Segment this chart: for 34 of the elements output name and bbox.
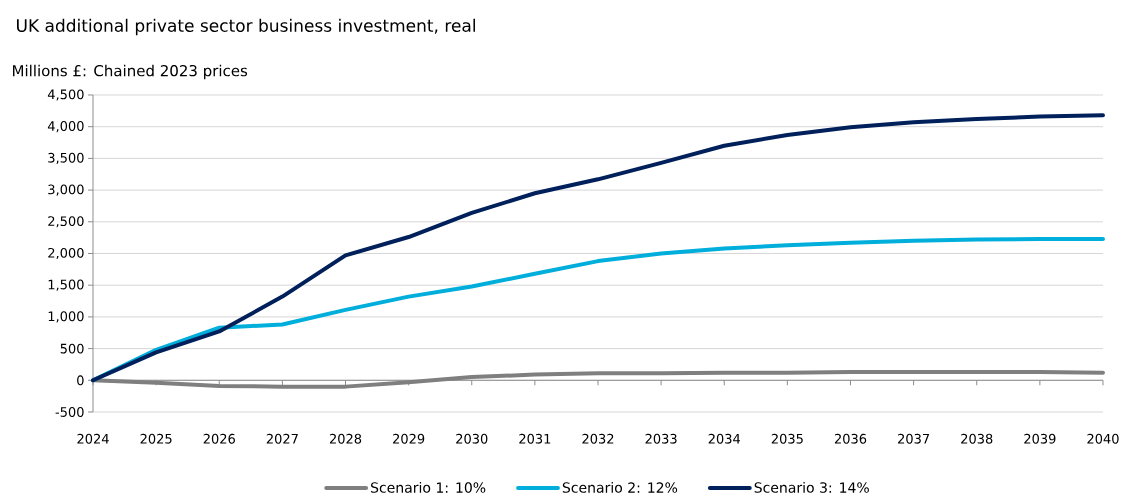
y-tick-label: 2,000 bbox=[48, 247, 84, 260]
y-tick-label: 4,000 bbox=[47, 121, 84, 133]
x-tick-label: 2026 bbox=[203, 433, 235, 444]
x-tick-label: 2030 bbox=[456, 433, 488, 444]
y-tick-label: 2,500 bbox=[48, 216, 84, 228]
x-tick-label: 2031 bbox=[519, 433, 551, 444]
legend-label: Scenario 2: 12% bbox=[562, 482, 678, 493]
x-tick-label: 2029 bbox=[393, 433, 425, 444]
x-tick-label: 2040 bbox=[1087, 433, 1119, 444]
y-tick-label: 0 bbox=[77, 375, 84, 386]
x-tick-label: 2024 bbox=[77, 433, 109, 444]
x-tick-label: 2033 bbox=[645, 433, 677, 444]
y-tick-label: 1,500 bbox=[48, 279, 84, 291]
line-series bbox=[91, 113, 1105, 383]
x-tick-label: 2034 bbox=[708, 433, 741, 444]
y-tick-label: 4,500 bbox=[47, 89, 84, 101]
chart-title: UK additional private sector business investment, real bbox=[17, 18, 475, 36]
x-tick-label: 2036 bbox=[834, 433, 867, 444]
x-tick-label: 2037 bbox=[898, 433, 930, 444]
y-tick-label: 1,000 bbox=[48, 311, 84, 323]
legend-label: Scenario 3: 14% bbox=[754, 482, 869, 493]
y-tick-label: 3,000 bbox=[48, 184, 84, 196]
y-tick-label: -500 bbox=[55, 407, 84, 417]
x-tick-label: 2025 bbox=[140, 433, 172, 444]
legend-label: Scenario 1: 10% bbox=[371, 482, 486, 493]
y-axis-title: Millions £: Chained 2023 prices bbox=[13, 64, 248, 80]
x-tick-label: 2032 bbox=[582, 433, 614, 444]
y-tick-label: 3,500 bbox=[48, 152, 84, 164]
y-tick-label: 500 bbox=[60, 343, 84, 354]
x-tick-label: 2035 bbox=[771, 433, 803, 444]
x-tick-label: 2038 bbox=[961, 433, 993, 444]
x-tick-label: 2028 bbox=[329, 433, 362, 444]
x-tick-label: 2039 bbox=[1024, 433, 1056, 444]
x-tick-label: 2027 bbox=[266, 433, 298, 444]
